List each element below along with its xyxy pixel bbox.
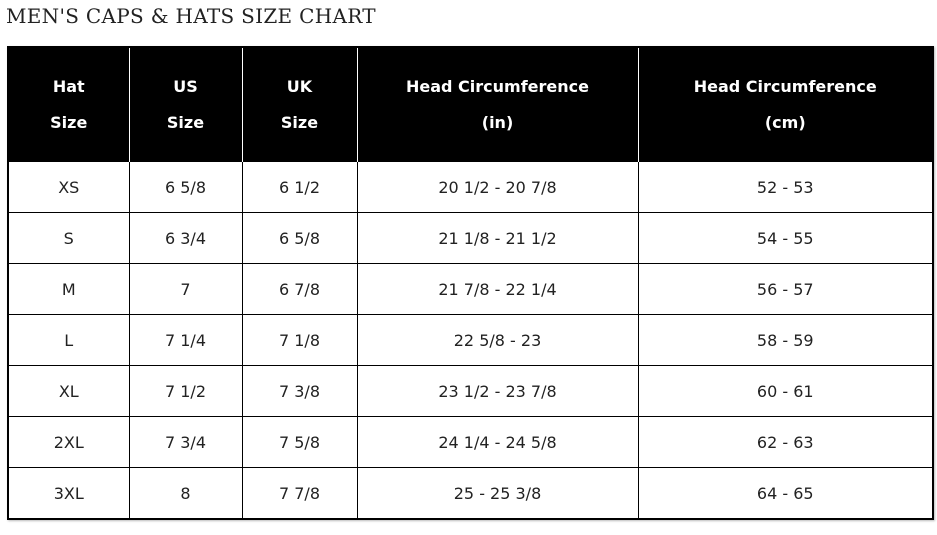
page-title: MEN'S CAPS & HATS SIZE CHART	[6, 4, 376, 28]
table-cell: XS	[7, 161, 130, 213]
table-cell: 7 1/2	[128, 365, 243, 417]
table-cell: 2XL	[7, 416, 130, 468]
column-header-line: (in)	[481, 112, 514, 132]
header-row: Hat Size US Size UK Size Head Circumference (in…	[8, 47, 933, 162]
table-cell: 7 1/4	[128, 314, 243, 366]
table-cell: 21 1/8 - 21 1/2	[356, 212, 639, 264]
table-cell: 6 5/8	[241, 212, 358, 264]
column-header-line: UK	[286, 76, 313, 96]
column-header-line: Head Circumference	[693, 76, 877, 96]
column-header: Hat Size	[8, 47, 129, 162]
table-cell: 7	[128, 263, 243, 315]
table-cell: 7 1/8	[241, 314, 358, 366]
table-cell: XL	[7, 365, 130, 417]
table-cell: 64 - 65	[637, 467, 934, 520]
table-cell: 23 1/2 - 23 7/8	[356, 365, 639, 417]
table-row: 3XL 8 7 7/8 25 - 25 3/8 64 - 65	[7, 467, 934, 520]
column-header: Head Circumference (cm)	[637, 47, 933, 162]
table-row: 2XL 7 3/4 7 5/8 24 1/4 - 24 5/8 62 - 63	[7, 416, 934, 468]
column-header-line: Size	[166, 112, 205, 132]
table-row: XS 6 5/8 6 1/2 20 1/2 - 20 7/8 52 - 53	[7, 161, 934, 213]
table-cell: 7 3/4	[128, 416, 243, 468]
table-cell: 7 7/8	[241, 467, 358, 520]
table-cell: 24 1/4 - 24 5/8	[356, 416, 639, 468]
table-cell: L	[7, 314, 130, 366]
column-header-line: Size	[50, 112, 88, 132]
table-cell: 60 - 61	[637, 365, 934, 417]
table-cell: 22 5/8 - 23	[356, 314, 639, 366]
table-cell: S	[7, 212, 130, 264]
table-cell: 6 5/8	[128, 161, 243, 213]
table-row: XL 7 1/2 7 3/8 23 1/2 - 23 7/8 60 - 61	[7, 365, 934, 417]
table-cell: 58 - 59	[637, 314, 934, 366]
column-header-line: US	[173, 76, 198, 96]
table-cell: 20 1/2 - 20 7/8	[356, 161, 639, 213]
table-cell: 8	[128, 467, 243, 520]
table-cell: M	[7, 263, 130, 315]
table-cell: 7 5/8	[241, 416, 358, 468]
column-header: UK Size	[241, 47, 357, 162]
table-cell: 6 3/4	[128, 212, 243, 264]
column-header: Head Circumference (in)	[356, 47, 638, 162]
table-cell: 6 7/8	[241, 263, 358, 315]
column-header-line: (cm)	[764, 112, 806, 132]
table-cell: 54 - 55	[637, 212, 934, 264]
table-cell: 25 - 25 3/8	[356, 467, 639, 520]
column-header-line: Size	[280, 112, 319, 132]
table-cell: 6 1/2	[241, 161, 358, 213]
table-cell: 56 - 57	[637, 263, 934, 315]
table-cell: 62 - 63	[637, 416, 934, 468]
column-header-line: Head Circumference	[405, 76, 589, 96]
table-cell: 21 7/8 - 22 1/4	[356, 263, 639, 315]
table-cell: 3XL	[7, 467, 130, 520]
column-header-line: Hat	[52, 76, 85, 96]
size-chart-table: Hat Size US Size UK Size Head Circumference (in…	[7, 46, 934, 520]
table-cell: 52 - 53	[637, 161, 934, 213]
table-cell: 7 3/8	[241, 365, 358, 417]
column-header: US Size	[128, 47, 242, 162]
